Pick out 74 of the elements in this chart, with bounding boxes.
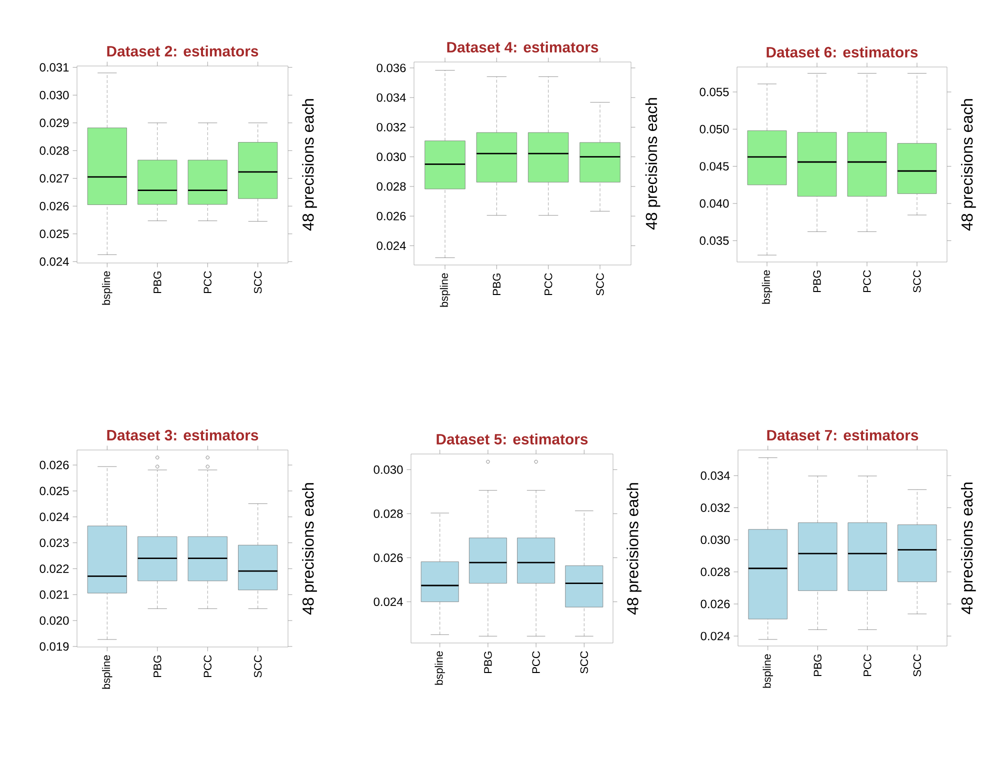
x-tick-label: SCC	[913, 270, 921, 292]
x-tick-label: bspline	[434, 651, 445, 685]
y-tick-label: 0.030	[40, 90, 69, 100]
y-tick-label: 0.023	[40, 538, 69, 548]
x-tick-label: PCC	[204, 655, 212, 677]
y-axis-title: 48 precisions each	[960, 482, 976, 614]
y-tick-label: 0.026	[40, 202, 69, 210]
y-tick-label: 0.034	[376, 93, 406, 102]
y-tick-label: 0.026	[40, 460, 69, 470]
y-tick-label: 0.034	[700, 471, 730, 480]
x-tick-label: bspline	[762, 654, 773, 688]
y-tick-label: 0.021	[40, 590, 69, 599]
x-tick-label: bspline	[440, 273, 450, 307]
y-tick-label: 0.024	[40, 512, 69, 522]
x-tick-label: PBG	[492, 274, 501, 295]
y-tick-label: 0.028	[374, 509, 403, 518]
y-tick-label: 0.024	[376, 242, 406, 250]
x-tick-label: SCC	[254, 271, 262, 294]
x-tick-label: bspline	[102, 271, 112, 305]
y-tick-label: 0.028	[40, 146, 69, 155]
y-tick-label: 0.024	[374, 598, 403, 606]
y-tick-label: 0.030	[700, 536, 730, 544]
x-tick-label: SCC	[254, 655, 262, 678]
chart-title: Dataset 2: estimators	[107, 46, 258, 56]
x-tick-label: PBG	[154, 656, 162, 678]
x-tick-label: PCC	[863, 270, 871, 292]
y-tick-label: 0.036	[376, 64, 406, 72]
chart-title: Dataset 7: estimators	[767, 430, 918, 440]
x-tick-label: PBG	[813, 270, 821, 292]
y-tick-label: 0.025	[40, 486, 69, 496]
y-tick-label: 0.031	[40, 63, 69, 72]
y-axis-title: 48 precisions each	[302, 483, 317, 615]
x-tick-label: bspline	[762, 270, 772, 304]
x-tick-label: SCC	[913, 654, 922, 676]
y-tick-label: 0.020	[40, 616, 69, 625]
x-tick-label: PBG	[484, 652, 492, 674]
y-tick-label: 0.026	[374, 554, 403, 562]
chart-title: Dataset 6: estimators	[766, 46, 918, 58]
y-tick-label: 0.026	[376, 212, 406, 220]
x-tick-label: SCC	[580, 651, 588, 674]
y-axis-title: 48 precisions each	[626, 483, 642, 615]
y-tick-label: 0.032	[700, 504, 730, 512]
y-axis-title: 48 precisions each	[302, 99, 317, 231]
x-tick-label: PBG	[154, 272, 162, 293]
y-tick-label: 0.032	[376, 122, 406, 132]
y-tick-label: 0.029	[40, 118, 69, 128]
y-tick-label: 0.040	[700, 199, 729, 208]
y-tick-label: 0.028	[376, 182, 406, 191]
y-axis-title: 48 precisions each	[961, 99, 976, 231]
y-tick-label: 0.030	[376, 152, 406, 162]
x-tick-label: PCC	[532, 651, 540, 673]
y-tick-label: 0.027	[40, 174, 69, 183]
y-tick-label: 0.024	[700, 632, 730, 640]
x-tick-label: PCC	[204, 271, 212, 293]
x-tick-label: PCC	[864, 654, 872, 676]
y-tick-label: 0.026	[700, 600, 730, 608]
chart-title: Dataset 5: estimators	[436, 434, 588, 444]
chart-title: Dataset 4: estimators	[447, 42, 598, 52]
y-tick-label: 0.028	[700, 568, 730, 576]
y-tick-label: 0.035	[700, 236, 729, 245]
y-tick-label: 0.055	[700, 88, 729, 96]
y-tick-label: 0.050	[700, 124, 729, 134]
y-tick-label: 0.045	[700, 162, 729, 171]
y-tick-label: 0.019	[40, 642, 69, 651]
x-tick-label: PCC	[544, 273, 552, 295]
y-tick-label: 0.025	[40, 230, 69, 238]
y-axis-title: 48 precisions each	[645, 98, 660, 230]
x-tick-label: PBG	[814, 654, 822, 676]
y-tick-label: 0.030	[374, 465, 403, 474]
y-tick-label: 0.022	[40, 564, 69, 573]
y-tick-label: 0.024	[40, 257, 69, 266]
x-tick-label: bspline	[102, 655, 112, 689]
x-tick-label: SCC	[596, 273, 604, 296]
chart-title: Dataset 3: estimators	[107, 430, 258, 441]
